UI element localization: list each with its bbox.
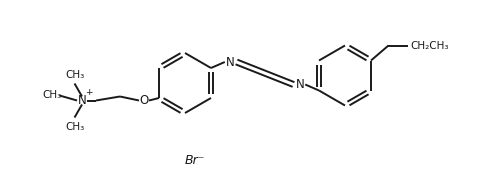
- Text: Br⁻: Br⁻: [185, 154, 205, 167]
- Text: N: N: [226, 55, 235, 68]
- Text: O: O: [139, 94, 149, 107]
- Text: +: +: [85, 88, 93, 97]
- Text: N: N: [295, 78, 304, 91]
- Text: N: N: [78, 94, 86, 107]
- Text: CH₃: CH₃: [65, 121, 84, 131]
- Text: CH₂CH₃: CH₂CH₃: [411, 40, 449, 51]
- Text: CH₃: CH₃: [42, 90, 62, 101]
- Text: CH₃: CH₃: [65, 70, 84, 80]
